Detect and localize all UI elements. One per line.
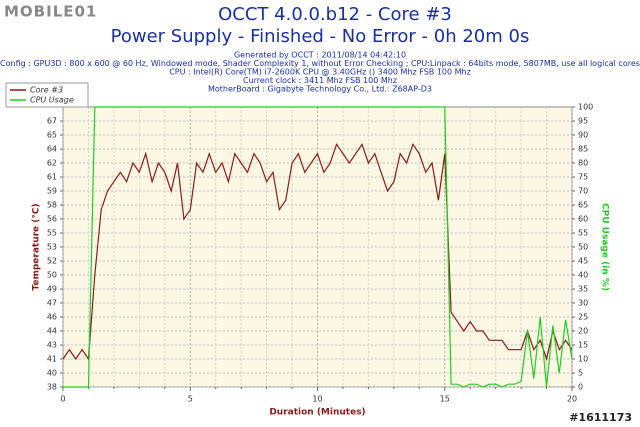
x-tick-label: 15 — [440, 395, 450, 404]
watermark-logo: MOBILE01 — [4, 3, 97, 21]
y-tick-label: 38 — [47, 383, 57, 392]
x-tick-label: 5 — [188, 395, 193, 404]
y2-tick-label: 30 — [578, 299, 588, 308]
y-tick-label: 67 — [47, 117, 57, 126]
y2-tick-label: 90 — [578, 131, 588, 140]
y-tick-label: 50 — [47, 271, 57, 280]
info-line: MotherBoard : Gigabyte Technology Co., L… — [208, 85, 432, 94]
x-axis-label: Duration (Minutes) — [269, 408, 365, 418]
y2-tick-label: 80 — [578, 159, 588, 168]
series-line — [63, 106, 573, 388]
y-tick-label: 41 — [47, 355, 57, 364]
footer-id: #1611173 — [569, 411, 632, 424]
x-tick-label: 20 — [567, 395, 577, 404]
legend-label: CPU Usage — [30, 96, 74, 105]
y-tick-label: 64 — [47, 145, 57, 154]
y2-tick-label: 55 — [578, 229, 588, 238]
y2-tick-label: 10 — [578, 355, 588, 364]
info-line: Current clock : 3411 Mhz FSB 100 Mhz — [243, 76, 397, 85]
y2-tick-label: 35 — [578, 285, 588, 294]
y-tick-label: 65 — [47, 131, 57, 140]
y2-tick-label: 65 — [578, 201, 588, 210]
y2-tick-label: 50 — [578, 243, 588, 252]
y2-tick-label: 45 — [578, 257, 588, 266]
y2-tick-label: 85 — [578, 145, 588, 154]
chart-subtitle: Power Supply - Finished - No Error - 0h … — [111, 26, 530, 47]
x-tick-label: 0 — [60, 395, 65, 404]
y-tick-label: 44 — [47, 327, 57, 336]
info-line: CPU : Intel(R) Core(TM) i7-2600K CPU @ 3… — [169, 68, 471, 77]
y-tick-label: 46 — [47, 313, 57, 322]
y2-tick-label: 75 — [578, 173, 588, 182]
series-line — [62, 142, 573, 362]
chart-title: OCCT 4.0.0.b12 - Core #3 — [218, 4, 452, 25]
y-tick-label: 43 — [47, 341, 57, 350]
y2-axis-label: CPU Usage (in %) — [600, 203, 610, 291]
y-tick-label: 56 — [47, 215, 57, 224]
y-tick-label: 62 — [47, 159, 57, 168]
legend-box — [5, 82, 89, 108]
y2-tick-label: 40 — [578, 271, 588, 280]
y2-tick-label: 15 — [578, 341, 588, 350]
y2-tick-label: 5 — [578, 369, 583, 378]
y-tick-label: 58 — [47, 201, 57, 210]
y-tick-label: 47 — [47, 299, 57, 308]
x-tick-label: 10 — [312, 395, 322, 404]
y2-tick-label: 20 — [578, 327, 588, 336]
info-line: Generated by OCCT : 2011/08/14 04:42:10 — [234, 51, 406, 60]
y-tick-label: 61 — [47, 173, 57, 182]
y-tick-label: 40 — [47, 369, 57, 378]
legend-label: Core #3 — [30, 86, 63, 95]
y-tick-label: 49 — [47, 285, 57, 294]
y2-tick-label: 95 — [578, 117, 588, 126]
y2-tick-label: 70 — [578, 187, 588, 196]
y-axis-label: Temperature (°C) — [32, 203, 42, 290]
y-tick-label: 52 — [47, 257, 57, 266]
info-line: Config : GPU3D : 800 x 600 @ 60 Hz, Wind… — [0, 59, 640, 68]
y2-tick-label: 25 — [578, 313, 588, 322]
y2-tick-label: 0 — [578, 383, 583, 392]
y-tick-label: 53 — [47, 243, 57, 252]
y-tick-label: 55 — [47, 229, 57, 238]
y2-tick-label: 100 — [578, 103, 593, 112]
y2-tick-label: 60 — [578, 215, 588, 224]
y-tick-label: 59 — [47, 187, 57, 196]
